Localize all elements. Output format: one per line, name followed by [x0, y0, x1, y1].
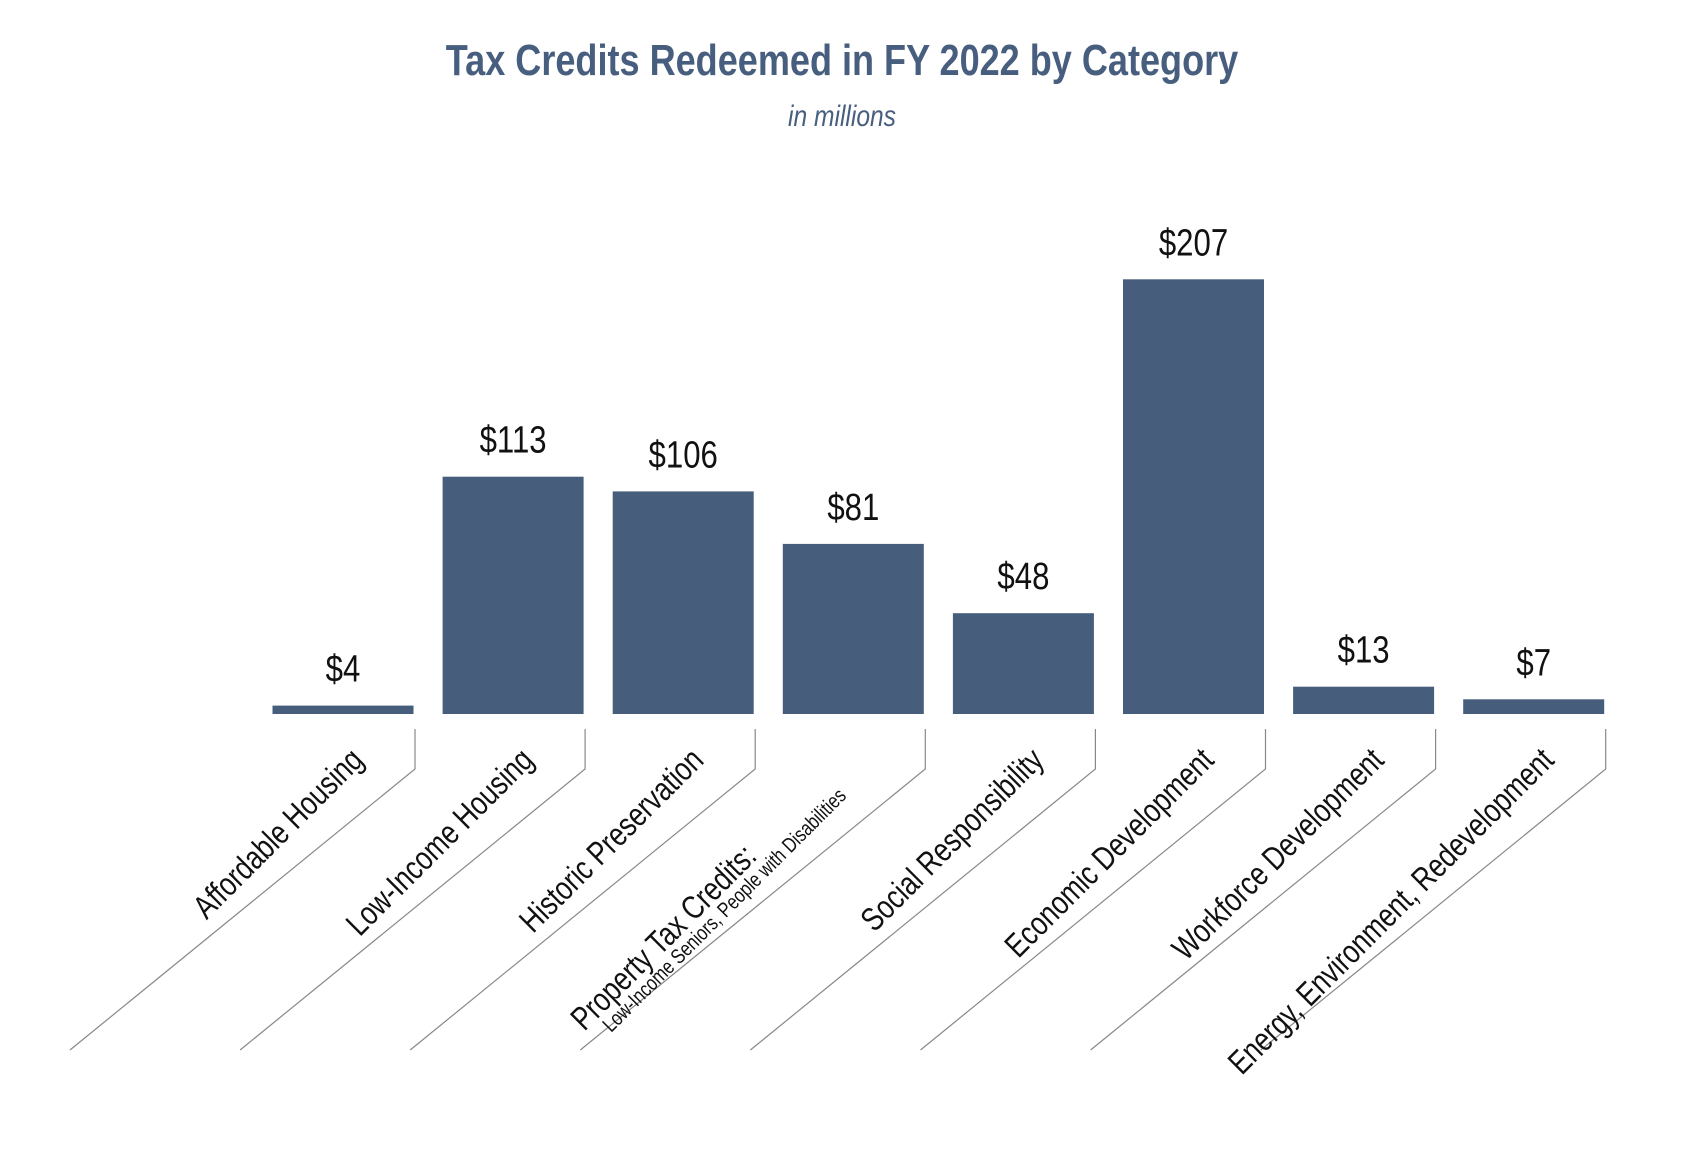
value-label-group: $7	[1516, 642, 1551, 684]
value-label-group: $4	[326, 649, 361, 691]
chart-title: Tax Credits Redeemed in FY 2022 by Categ…	[446, 36, 1239, 85]
leader-line	[1090, 729, 1437, 1051]
bar	[1123, 279, 1264, 714]
bar	[782, 543, 924, 714]
leader-line	[239, 729, 586, 1051]
x-tick-label: Affordable Housing	[186, 742, 370, 926]
value-label: $13	[1338, 630, 1390, 672]
bar	[442, 476, 584, 714]
bar	[612, 491, 754, 714]
value-label-group: $81	[827, 487, 879, 529]
value-label: $81	[827, 487, 879, 529]
bar	[1293, 686, 1435, 714]
value-label-group: $48	[997, 556, 1049, 598]
category-label-group: Energy, Environment, Redevelopment	[1221, 741, 1561, 1081]
category-label-group: Affordable Housing	[186, 742, 370, 926]
value-label: $113	[480, 420, 547, 462]
x-tick-label: Low-Income Housing	[339, 742, 540, 943]
x-tick-label: Social Responsibility	[854, 742, 1051, 939]
leader-line	[69, 729, 416, 1051]
value-label: $4	[326, 649, 361, 691]
value-label: $7	[1516, 642, 1551, 684]
category-label-group: Social Responsibility	[854, 742, 1051, 939]
bar	[272, 705, 414, 714]
value-label-group: $106	[649, 435, 718, 477]
value-label-group: $113	[480, 420, 547, 462]
chart-subtitle: in millions	[788, 99, 896, 133]
leader-line	[579, 729, 926, 1051]
subtitle-group: in millions	[788, 99, 896, 133]
value-label: $207	[1159, 222, 1228, 264]
category-label-group: Low-Income Housing	[339, 742, 540, 943]
leader-line	[409, 729, 756, 1051]
x-tick-label: Energy, Environment, Redevelopment	[1221, 741, 1561, 1081]
title-group: Tax Credits Redeemed in FY 2022 by Categ…	[446, 36, 1239, 85]
bar	[1463, 699, 1605, 714]
value-label: $48	[997, 556, 1049, 598]
leader-line	[920, 729, 1267, 1051]
leader-line	[750, 729, 1096, 1051]
bar	[952, 613, 1094, 714]
value-label: $106	[649, 435, 718, 477]
value-label-group: $13	[1338, 630, 1390, 672]
value-label-group: $207	[1159, 222, 1228, 264]
leader-line	[1260, 729, 1607, 1051]
